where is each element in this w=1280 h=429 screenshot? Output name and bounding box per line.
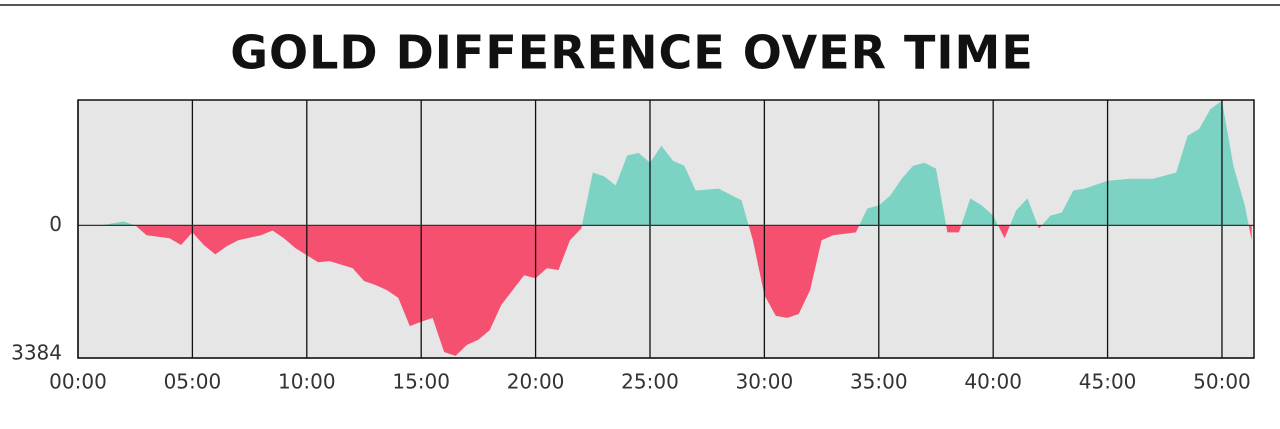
x-tick-label: 45:00	[1079, 370, 1137, 394]
x-tick-label: 40:00	[964, 370, 1022, 394]
x-tick-label: 20:00	[507, 370, 565, 394]
y-tick-label: 0	[49, 212, 62, 236]
x-tick-label: 15:00	[392, 370, 450, 394]
chart-title: GOLD DIFFERENCE OVER TIME	[230, 26, 1034, 80]
area-positive	[100, 100, 1249, 226]
y-tick-label: 3384	[11, 341, 62, 365]
plot-frame	[77, 99, 1255, 359]
x-tick-label: 10:00	[278, 370, 336, 394]
x-tick-label: 05:00	[164, 370, 222, 394]
x-tick-label: 25:00	[621, 370, 679, 394]
x-tick-label: 30:00	[736, 370, 794, 394]
area-negative	[78, 225, 1252, 356]
x-tick-label: 50:00	[1193, 370, 1251, 394]
x-tick-label: 35:00	[850, 370, 908, 394]
x-tick-label: 00:00	[49, 370, 107, 394]
